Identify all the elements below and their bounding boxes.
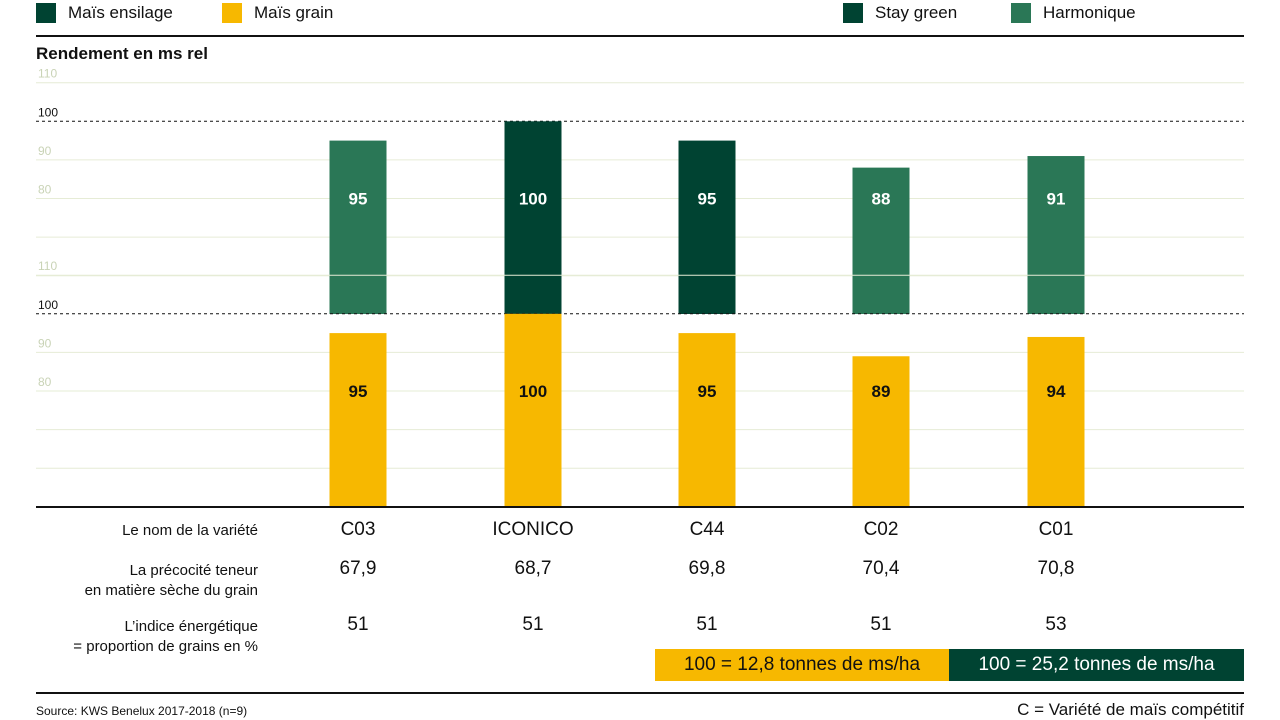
- competitor-note: C = Variété de maïs compétitif: [1017, 700, 1244, 719]
- legend-label-stay-green: Stay green: [875, 3, 958, 22]
- bar-chart: 80 90 100 110 95 100 95 88 91 80 90 100 110 95 100 95 89…: [36, 67, 1244, 506]
- row-label-indice: L’indice énergétique = proportion de gra…: [73, 617, 258, 657]
- legend-label-mais-grain: Maïs grain: [254, 3, 334, 22]
- row-label-line: en matière sèche du grain: [84, 582, 258, 599]
- data-label: 95: [349, 382, 368, 401]
- legend-item-mais-ensilage: Maïs ensilage: [36, 2, 173, 24]
- y-tick-label: 80: [38, 183, 52, 197]
- table-cell: 68,7: [514, 558, 552, 579]
- data-label: 95: [349, 190, 368, 209]
- legend-swatch-mais-ensilage: [36, 3, 56, 23]
- table-cell: 51: [870, 614, 892, 635]
- y-tick-label: 100: [38, 105, 58, 119]
- data-label: 91: [1047, 190, 1066, 209]
- bar: [1027, 156, 1085, 314]
- data-label: 88: [872, 190, 891, 209]
- note-ensilage-box: 100 = 25,2 tonnes de ms/ha: [949, 649, 1244, 681]
- table-cell: C44: [689, 519, 725, 540]
- table-cell: 70,4: [862, 558, 900, 579]
- table-cell: ICONICO: [492, 519, 574, 540]
- table-cell: 53: [1045, 614, 1067, 635]
- bar: [678, 333, 736, 506]
- legend-label-harmonique: Harmonique: [1043, 3, 1136, 22]
- table-cell: C01: [1038, 519, 1074, 540]
- y-tick-label: 110: [38, 67, 57, 81]
- data-label: 100: [519, 190, 547, 209]
- legend-label-mais-ensilage: Maïs ensilage: [68, 3, 173, 22]
- legend-item-stay-green: Stay green: [843, 2, 957, 24]
- table-cell: C02: [863, 519, 899, 540]
- legend-swatch-mais-grain: [222, 3, 242, 23]
- legend-item-mais-grain: Maïs grain: [222, 2, 333, 24]
- table-cell: 70,8: [1037, 558, 1075, 579]
- note-grain-box: 100 = 12,8 tonnes de ms/ha: [655, 649, 949, 681]
- y-tick-label: 80: [38, 375, 52, 389]
- bar: [1027, 336, 1085, 506]
- row-label-line: L’indice énergétique: [124, 618, 258, 635]
- y-axis-label: Rendement en ms rel: [36, 44, 208, 63]
- table-cell: 51: [522, 614, 544, 635]
- table-cell: 67,9: [339, 558, 377, 579]
- table-cell: 51: [696, 614, 718, 635]
- data-label: 95: [698, 190, 717, 209]
- data-label: 100: [519, 382, 547, 401]
- legend-divider: [36, 35, 1244, 37]
- bar: [504, 313, 562, 506]
- legend-item-harmonique: Harmonique: [1011, 2, 1136, 24]
- y-tick-label: 90: [38, 144, 52, 158]
- y-tick-label: 110: [38, 259, 57, 273]
- y-tick-label: 90: [38, 336, 52, 350]
- table-cell: C03: [340, 519, 376, 540]
- data-label: 94: [1047, 382, 1066, 401]
- data-label: 95: [698, 382, 717, 401]
- y-tick-label: 100: [38, 298, 58, 312]
- legend-swatch-harmonique: [1011, 3, 1031, 23]
- legend-swatch-stay-green: [843, 3, 863, 23]
- row-label-line: La précocité teneur: [129, 562, 258, 579]
- source-note: Source: KWS Benelux 2017-2018 (n=9): [36, 704, 248, 718]
- row-label-line: = proportion de grains en %: [73, 638, 258, 655]
- row-label-line: Le nom de la variété: [122, 522, 258, 539]
- chart-baseline: [36, 506, 1244, 508]
- bar: [329, 333, 387, 506]
- bar: [329, 140, 387, 314]
- data-label: 89: [872, 382, 891, 401]
- bar: [678, 140, 736, 314]
- bar: [852, 356, 910, 506]
- table-cell: 69,8: [688, 558, 726, 579]
- row-label-precocite: La précocité teneur en matière sèche du …: [85, 561, 258, 601]
- footer-divider: [36, 692, 1244, 694]
- bar: [852, 167, 910, 314]
- row-label-variete: Le nom de la variété: [122, 521, 258, 541]
- bar: [504, 121, 562, 314]
- table-cell: 51: [347, 614, 369, 635]
